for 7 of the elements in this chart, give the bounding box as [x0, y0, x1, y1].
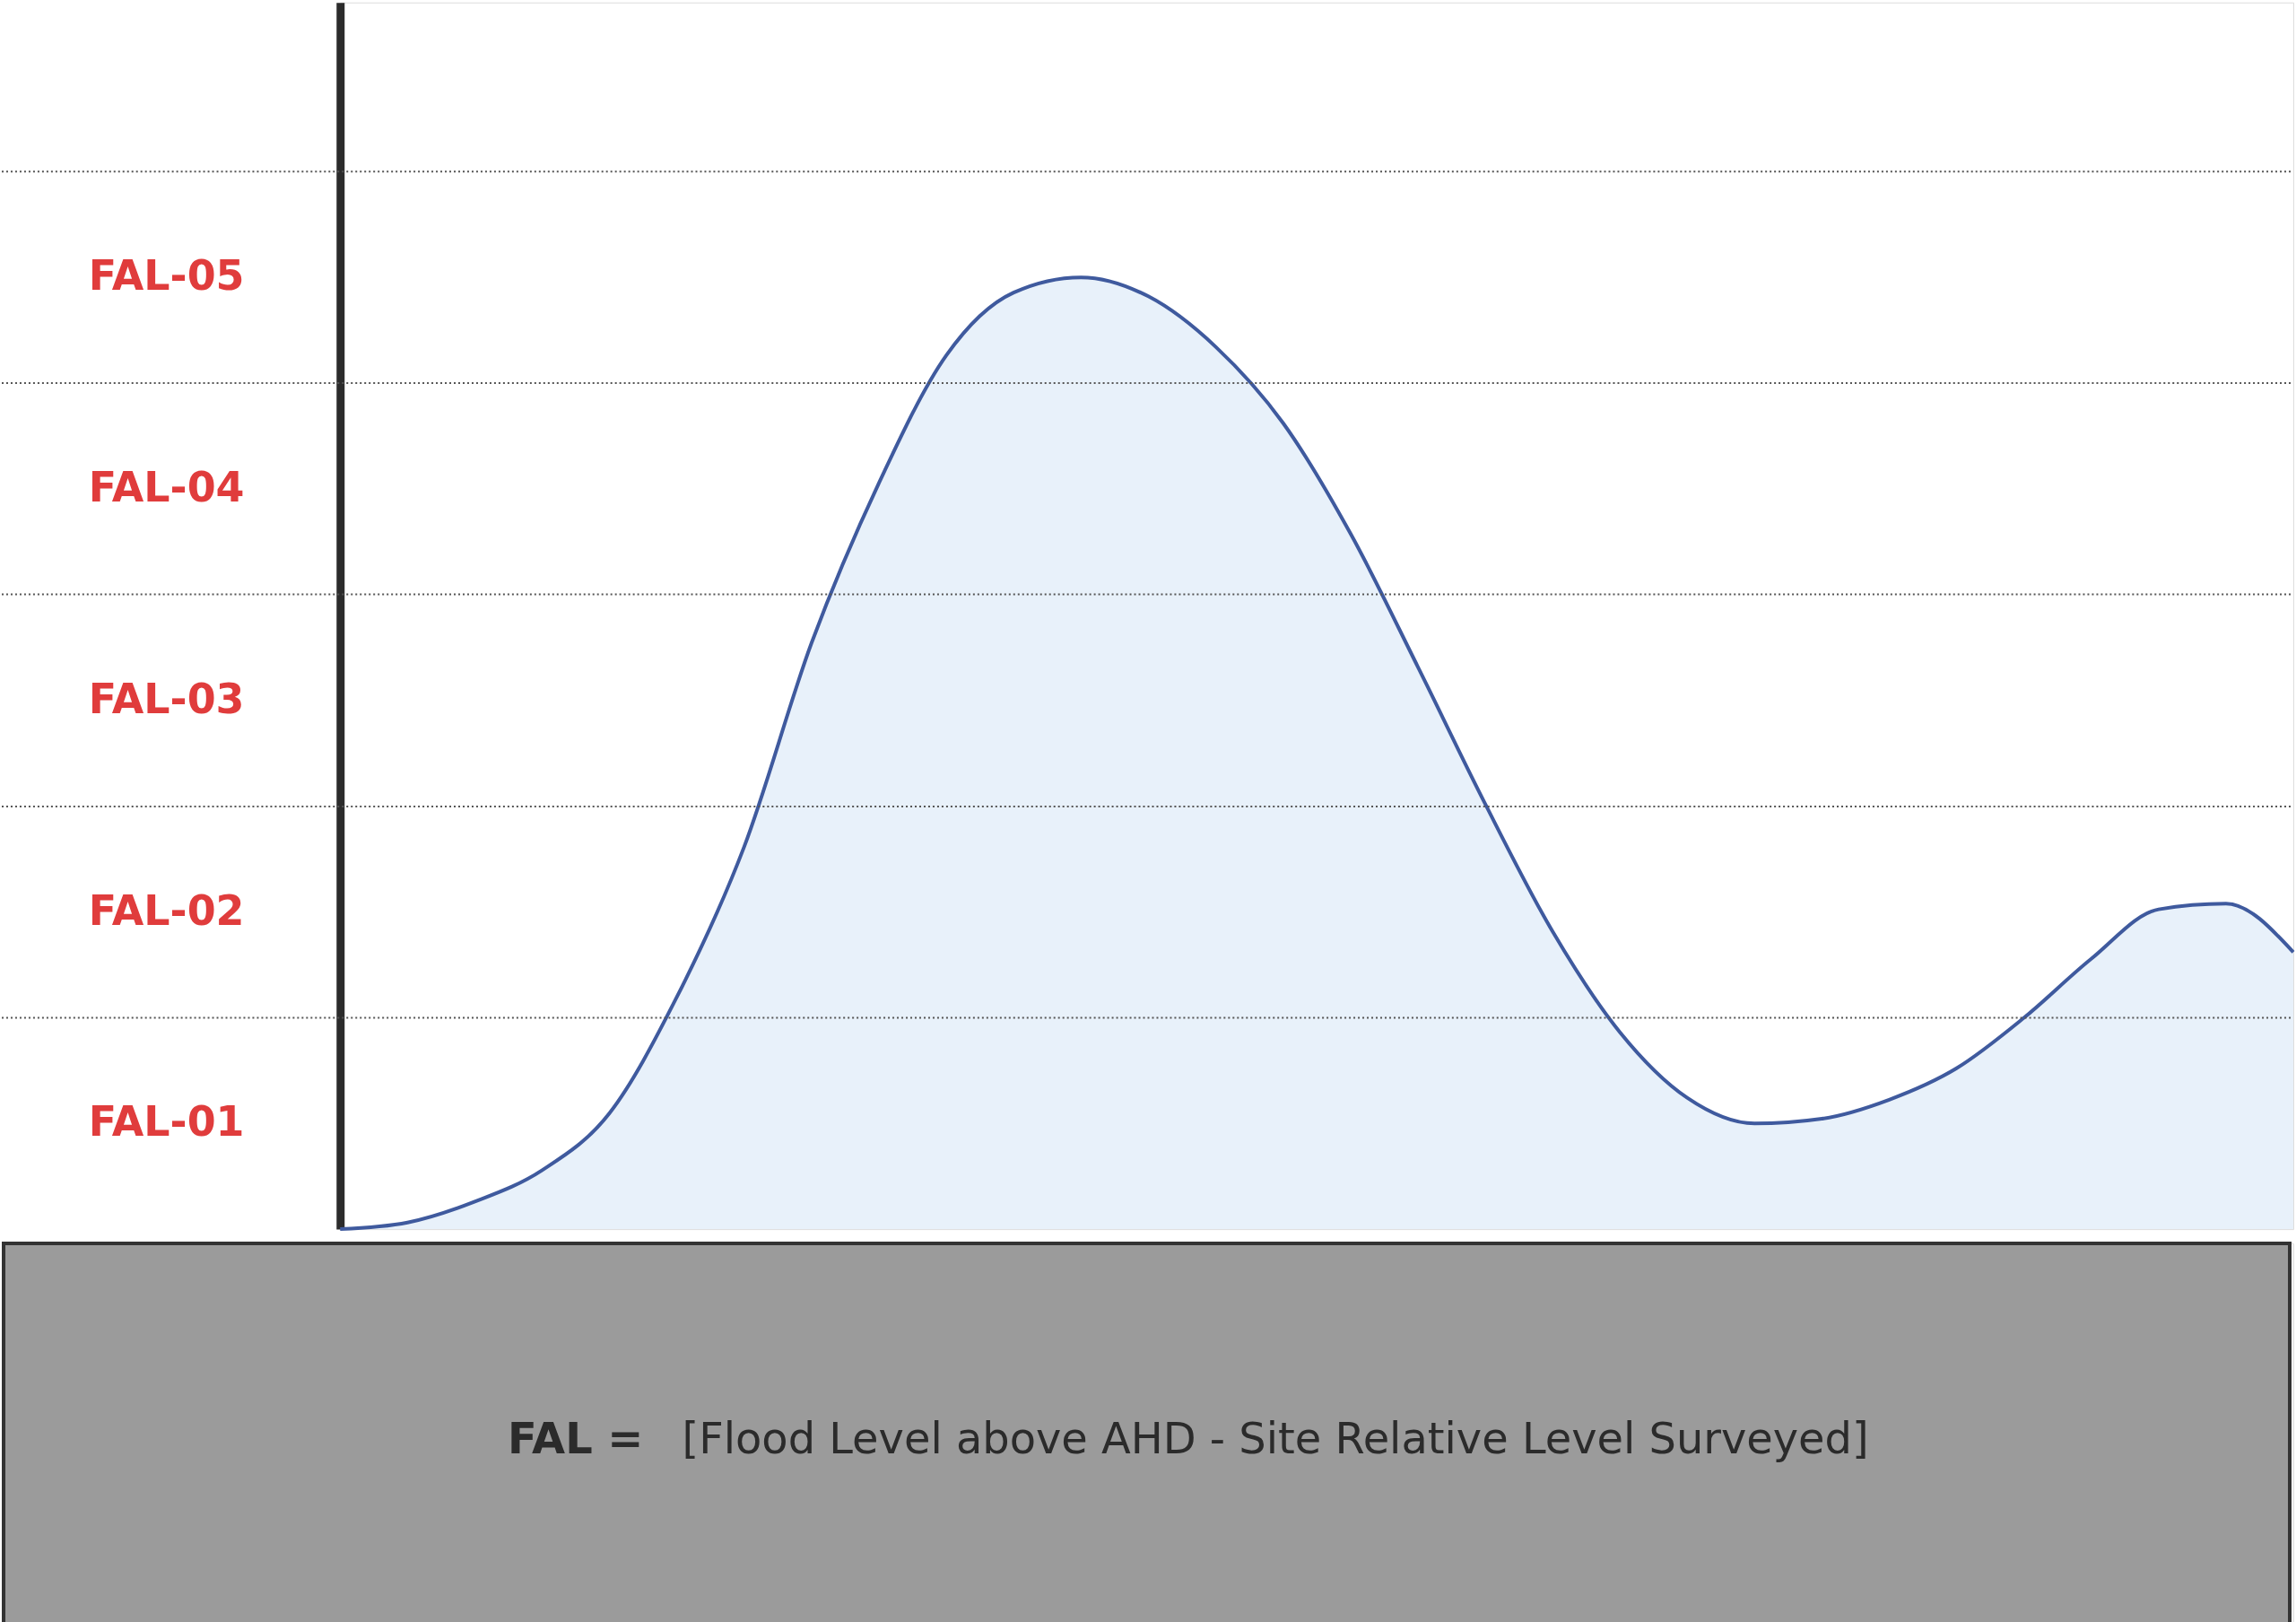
text: FAL-05 — [88, 251, 245, 301]
text: FAL-04 — [88, 462, 245, 511]
text: FAL-01 — [88, 1097, 245, 1147]
text: [Flood Level above AHD - Site Relative Level Surveyed] — [682, 1413, 1869, 1463]
text: FAL-02 — [88, 885, 245, 935]
text: FAL-03 — [88, 674, 245, 723]
text: FAL = — [507, 1413, 644, 1463]
